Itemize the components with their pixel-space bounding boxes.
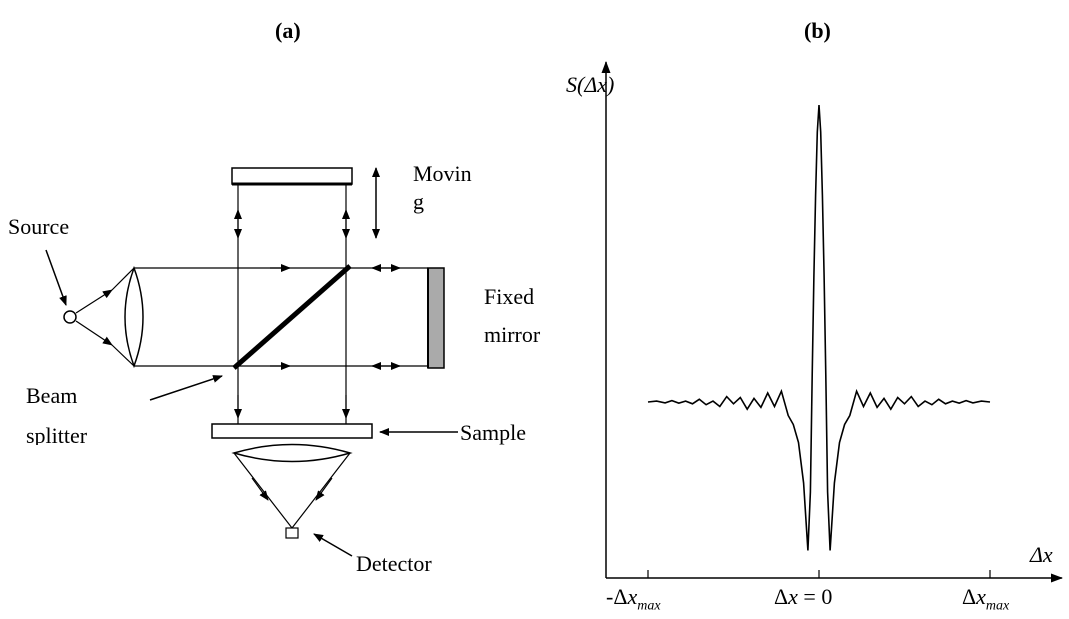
interferometer-diagram: (a) <box>8 18 541 576</box>
label-beam-2: splitter <box>26 423 88 445</box>
focusing-lens <box>231 443 353 463</box>
tick-label-neg-max: -Δxmax <box>606 584 661 614</box>
tick-label-pos-max: Δxmax <box>962 584 1010 614</box>
interferogram-line <box>647 104 991 551</box>
detector-box <box>285 527 299 539</box>
label-moving-2: g <box>413 189 424 214</box>
label-fixed-2: mirror <box>484 322 541 347</box>
label-beam-1: Beam <box>26 383 78 408</box>
tick-label-zero: Δx = 0 <box>774 584 833 609</box>
source-icon <box>63 310 77 324</box>
collimating-lens <box>124 265 144 369</box>
label-detector: Detector <box>356 551 432 576</box>
sample-plate <box>211 423 373 439</box>
moving-mirror <box>231 167 353 186</box>
panel-b-tag: (b) <box>804 18 831 43</box>
panel-a-tag: (a) <box>275 18 301 43</box>
interferogram-chart: Δx <box>601 61 1063 583</box>
label-source: Source <box>8 214 70 239</box>
label-sample: Sample <box>460 420 526 445</box>
x-axis-label: Δx <box>1029 542 1053 567</box>
beam-splitter <box>232 264 352 370</box>
interferometer-drawing <box>45 167 458 557</box>
label-fixed-1: Fixed <box>484 284 535 309</box>
label-moving-1: Movin <box>413 161 472 186</box>
fixed-mirror <box>427 267 445 369</box>
interferogram-panel: (b) S(Δx) Δx -Δxmax Δx = 0 Δxmax <box>566 0 1069 614</box>
